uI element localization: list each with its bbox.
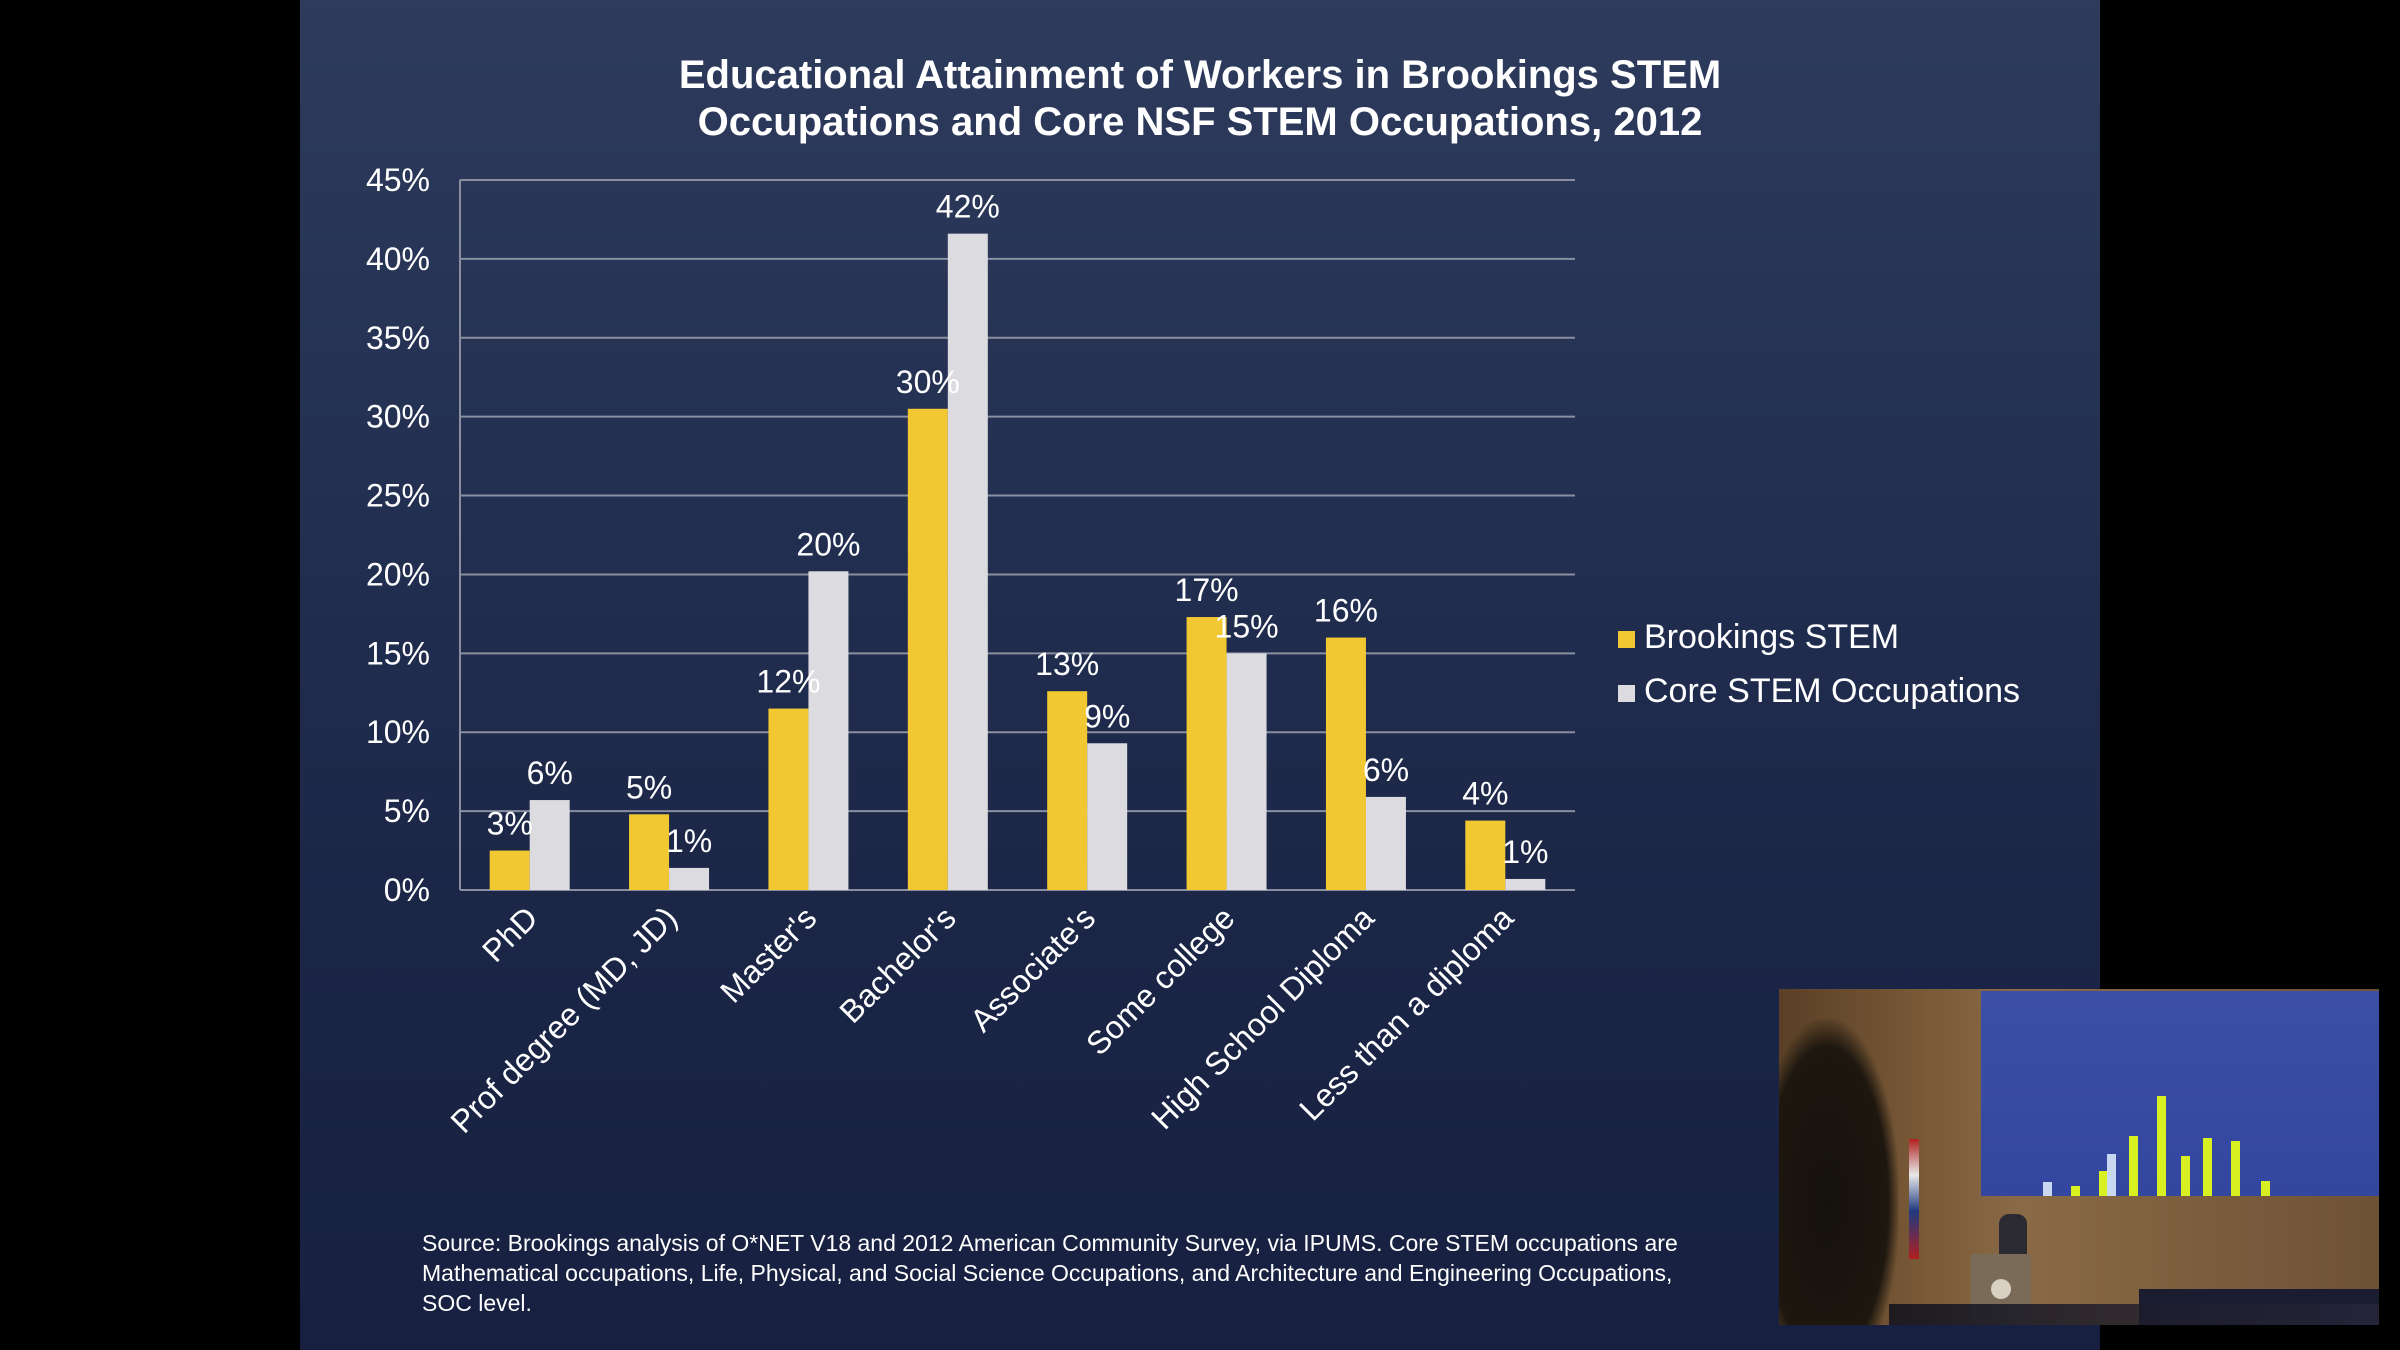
- chart-title-line-2: Occupations and Core NSF STEM Occupation…: [698, 100, 1703, 144]
- audience: [1889, 1304, 2379, 1325]
- source-note: Source: Brookings analysis of O*NET V18 …: [422, 1228, 1892, 1318]
- bar-brookings-5: [1186, 617, 1227, 890]
- y-tick-label: 40%: [366, 241, 430, 277]
- chart-title-line-1: Educational Attainment of Workers in Bro…: [679, 53, 1721, 97]
- y-axis-tick-labels: 0% 5% 10% 15% 20% 25% 30% 35% 40% 45%: [366, 162, 430, 908]
- y-tick-label: 5%: [384, 793, 430, 829]
- bar-chart: Educational Attainment of Workers in Bro…: [366, 53, 2020, 1140]
- source-note-line: SOC level.: [422, 1290, 532, 1316]
- legend-label: Core STEM Occupations: [1644, 672, 2020, 710]
- source-note-line: Mathematical occupations, Life, Physical…: [422, 1260, 1673, 1286]
- data-label: 4%: [1462, 776, 1508, 812]
- bar-core-5: [1226, 653, 1267, 890]
- data-label: 13%: [1035, 646, 1099, 682]
- y-tick-label: 45%: [366, 162, 430, 198]
- bar-brookings-7: [1465, 820, 1506, 890]
- bar-core-7: [1505, 878, 1546, 890]
- bar-brookings-4: [1047, 691, 1088, 890]
- legend-label: Brookings STEM: [1644, 618, 1899, 656]
- source-note-line: Source: Brookings analysis of O*NET V18 …: [422, 1230, 1678, 1256]
- data-label: 12%: [756, 664, 820, 700]
- data-label: 15%: [1215, 608, 1279, 644]
- y-tick-label: 25%: [366, 478, 430, 514]
- data-label: 16%: [1314, 593, 1378, 629]
- y-tick-label: 0%: [384, 872, 430, 908]
- legend: Brookings STEM Core STEM Occupations: [1618, 618, 2020, 710]
- bar-core-4: [1087, 743, 1128, 890]
- bar-brookings-6: [1325, 637, 1366, 890]
- legend-swatch: [1618, 631, 1635, 648]
- bar-brookings-0: [489, 850, 530, 890]
- data-labels: 3% 6% 5% 1% 12% 20% 30% 42% 13% 9% 17%15% 16% 6% 4% 1%: [487, 189, 1549, 870]
- bar-brookings-3: [907, 408, 948, 890]
- bar-brookings-2: [768, 708, 809, 890]
- speaker: [1999, 1214, 2027, 1259]
- bar-core-3: [947, 233, 988, 891]
- data-label: 6%: [527, 755, 573, 791]
- projection-screen: [1981, 991, 2379, 1196]
- flag: [1909, 1139, 1919, 1259]
- bars: [489, 233, 1546, 891]
- bar-core-1: [669, 867, 710, 890]
- y-tick-label: 35%: [366, 320, 430, 356]
- data-label: 3%: [487, 806, 533, 842]
- bar-brookings-1: [629, 814, 670, 890]
- y-tick-label: 30%: [366, 399, 430, 435]
- gridlines: [459, 179, 1575, 891]
- data-label: 9%: [1084, 698, 1130, 734]
- bar-core-6: [1365, 796, 1406, 890]
- data-label: 20%: [796, 526, 860, 562]
- x-category-label: Master's: [713, 899, 823, 1009]
- speaker-video-inset: [1779, 989, 2379, 1325]
- podium-seal-icon: [1991, 1279, 2011, 1299]
- data-label: 42%: [936, 189, 1000, 225]
- data-label: 6%: [1363, 752, 1409, 788]
- data-label: 5%: [626, 769, 672, 805]
- y-tick-label: 20%: [366, 556, 430, 592]
- presentation-slide: Educational Attainment of Workers in Bro…: [300, 0, 2100, 1350]
- legend-swatch: [1618, 685, 1635, 702]
- bar-core-0: [529, 800, 570, 890]
- y-tick-label: 15%: [366, 635, 430, 671]
- data-label: 30%: [896, 364, 960, 400]
- x-category-label: Bachelor's: [832, 899, 962, 1029]
- y-tick-label: 10%: [366, 714, 430, 750]
- audience-head: [1779, 1019, 1899, 1325]
- bar-core-2: [808, 571, 849, 890]
- x-category-label: PhD: [475, 899, 544, 968]
- x-category-label: Associate's: [963, 899, 1102, 1038]
- x-category-label: Prof degree (MD, JD): [444, 899, 684, 1139]
- data-label: 1%: [666, 823, 712, 859]
- data-label: 1%: [1502, 834, 1548, 870]
- data-label: 17%: [1175, 572, 1239, 608]
